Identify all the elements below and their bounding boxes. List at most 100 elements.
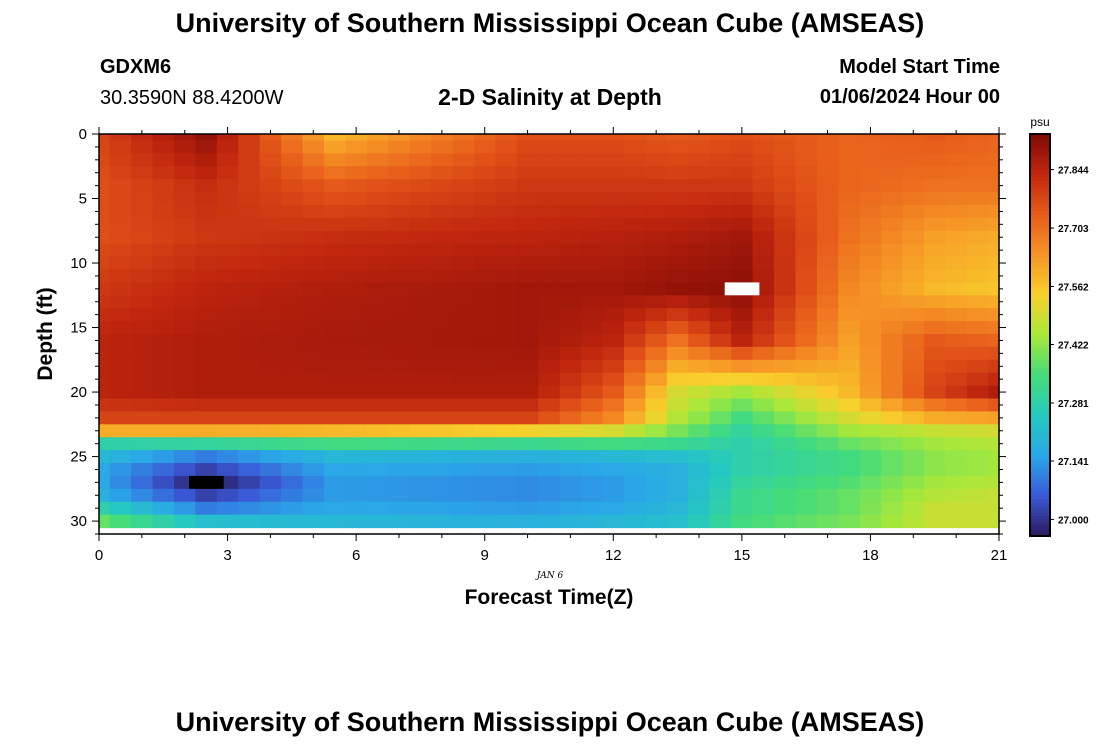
heatmap-cell (174, 334, 197, 348)
heatmap-cell (131, 450, 154, 464)
heatmap-cell (259, 140, 282, 154)
heatmap-cell (816, 282, 839, 296)
heatmap-cell (645, 334, 668, 348)
heatmap-cell (559, 243, 582, 258)
heatmap-cell (752, 488, 775, 503)
heatmap-cell (259, 488, 282, 503)
heatmap-cell (816, 204, 839, 219)
heatmap-cell (795, 243, 818, 258)
heatmap-cell (795, 192, 818, 206)
heatmap-cell (238, 308, 261, 322)
heatmap-cell (581, 192, 604, 206)
heatmap-cell (752, 437, 775, 451)
heatmap-cell (624, 385, 647, 400)
heatmap-cell (688, 398, 711, 413)
heatmap-cell (859, 501, 882, 516)
heatmap-cell (924, 217, 947, 232)
heatmap-cell (324, 230, 347, 245)
colorbar-segment (1030, 147, 1050, 152)
heatmap-cell (538, 385, 561, 400)
heatmap-cell (324, 217, 347, 232)
page-title-bottom: University of Southern Mississippi Ocean… (175, 707, 925, 737)
heatmap-cell (152, 179, 175, 193)
heatmap-cell (152, 385, 175, 400)
heatmap-cell (709, 179, 732, 193)
heatmap-cell (774, 140, 797, 154)
heatmap-cell (988, 437, 1000, 451)
heatmap-cell (816, 321, 839, 335)
heatmap-cell (474, 321, 497, 335)
heatmap-cell (388, 385, 411, 400)
heatmap-cell (945, 179, 968, 193)
heatmap-cell (709, 217, 732, 232)
heatmap-cell (945, 153, 968, 167)
heatmap-cell (924, 385, 947, 400)
heatmap-cell (881, 308, 904, 322)
heatmap-cell (902, 398, 925, 413)
heatmap-cell (645, 411, 668, 425)
heatmap-cell (238, 321, 261, 335)
heatmap-cell (688, 230, 711, 245)
heatmap-cell (731, 437, 754, 451)
heatmap-cell (238, 140, 261, 154)
heatmap-cell (516, 437, 539, 451)
heatmap-cell (666, 282, 689, 296)
heatmap-cell (516, 475, 539, 490)
heatmap-cell (452, 437, 475, 451)
heatmap-cell (345, 192, 368, 206)
heatmap-cell (838, 140, 861, 154)
heatmap-cell (238, 256, 261, 271)
heatmap-cell (516, 243, 539, 258)
heatmap-cell (774, 179, 797, 193)
heatmap-cell (99, 217, 111, 232)
heatmap-cell (152, 463, 175, 477)
heatmap-cell (838, 475, 861, 490)
heatmap-cell (688, 463, 711, 477)
heatmap-cell (99, 424, 111, 438)
heatmap-cell (238, 437, 261, 451)
heatmap-cell (216, 217, 239, 232)
heatmap-cell (581, 359, 604, 374)
colorbar-segment (1030, 458, 1050, 463)
heatmap-cell (366, 140, 389, 154)
heatmap-cell (666, 501, 689, 516)
heatmap-cell (538, 308, 561, 322)
heatmap-cell (195, 153, 218, 167)
heatmap-cell (924, 424, 947, 438)
colorbar-segment (1030, 150, 1050, 155)
colorbar-segment (1030, 211, 1050, 215)
heatmap-cell (452, 398, 475, 413)
heatmap-cell (945, 514, 968, 529)
heatmap-cell (366, 269, 389, 283)
heatmap-cell (366, 217, 389, 232)
colorbar-segment (1030, 338, 1050, 343)
heatmap-cell (902, 321, 925, 335)
heatmap-cell (581, 385, 604, 400)
heatmap-cell (838, 424, 861, 438)
heatmap-cell (902, 140, 925, 154)
heatmap-cell (859, 411, 882, 425)
heatmap-cell (645, 282, 668, 296)
heatmap-cell (324, 282, 347, 296)
colorbar-segment (1030, 271, 1050, 276)
heatmap-cell (731, 372, 754, 387)
heatmap-cell (281, 424, 304, 438)
colorbar-segment (1030, 415, 1050, 420)
colorbar-segment (1030, 187, 1050, 192)
heatmap-cell (581, 269, 604, 283)
heatmap-cell (109, 385, 132, 400)
heatmap-cell (452, 488, 475, 503)
colorbar-segment (1030, 241, 1050, 246)
heatmap-cell (688, 243, 711, 258)
heatmap-cell (988, 192, 1000, 206)
heatmap-cell (302, 282, 325, 296)
heatmap-cell (474, 134, 497, 142)
colorbar-segment (1030, 174, 1050, 179)
heatmap-cell (195, 192, 218, 206)
colorbar-segment (1030, 177, 1050, 182)
heatmap-cell (624, 488, 647, 503)
heatmap-cell (816, 308, 839, 322)
heatmap-cell (795, 501, 818, 516)
colorbar-segment (1030, 231, 1050, 236)
heatmap-cell (474, 308, 497, 322)
